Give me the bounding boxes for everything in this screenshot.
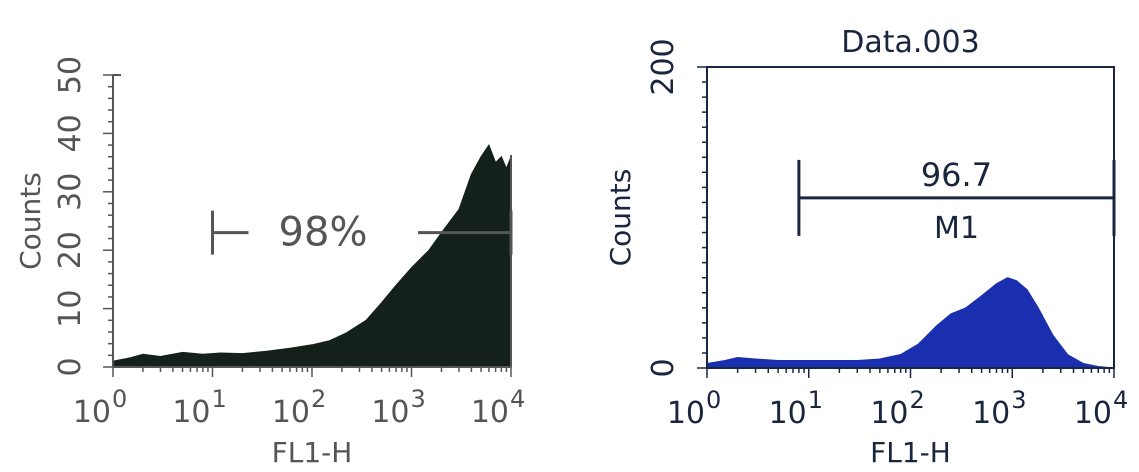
y-tick-label: 200	[646, 38, 681, 95]
x-tick-label-exponent: 3	[411, 385, 426, 413]
x-tick-label-exponent: 2	[311, 385, 326, 413]
x-tick-label-exponent: 0	[112, 385, 127, 413]
x-axis-label: FL1-H	[870, 436, 951, 469]
x-tick-label-exponent: 0	[706, 386, 721, 414]
x-axis-label: FL1-H	[272, 436, 353, 469]
x-tick-label-base: 10	[272, 395, 310, 430]
x-tick-label-base: 10	[371, 395, 409, 430]
y-tick-label: 40	[53, 114, 88, 152]
gate-marker-name: M1	[934, 211, 979, 246]
plot-frame	[706, 66, 1115, 369]
x-tick-label: 10 1	[769, 386, 823, 431]
y-tick-label: 20	[53, 231, 88, 269]
x-tick-label-base: 10	[73, 395, 111, 430]
x-tick-label-base: 10	[870, 396, 908, 431]
y-tick-label: 0	[53, 357, 88, 376]
x-tick-label-exponent: 4	[510, 385, 525, 413]
y-tick-label: 50	[53, 56, 88, 94]
x-tick-label-exponent: 3	[1011, 386, 1026, 414]
histogram-area	[112, 144, 512, 368]
x-tick-label: 10 4	[1074, 386, 1128, 431]
y-axis-label: Counts	[14, 172, 47, 270]
x-tick-label-base: 10	[972, 396, 1010, 431]
gate-percent-label: 98%	[279, 210, 368, 256]
x-tick-label: 10 2	[272, 385, 326, 430]
x-tick-label-exponent: 1	[212, 385, 227, 413]
chart-title: Data.003	[841, 25, 979, 60]
right-histogram-panel: Data.003 10 0 10 1 10 2 10 3 10 4 FL1-H 0 200 Counts 96…	[580, 0, 1139, 472]
x-tick-label: 10 3	[371, 385, 425, 430]
x-tick-label: 10 1	[172, 385, 226, 430]
x-tick-label-base: 10	[172, 395, 210, 430]
y-axis-label: Counts	[604, 169, 637, 267]
x-tick-label: 10 0	[667, 386, 721, 431]
y-tick-label: 10	[53, 290, 88, 328]
left-histogram-panel: 10 0 10 1 10 2 10 3 10 4 FL1-H 0 10 20 30 40 50 Counts 98%	[0, 0, 560, 472]
x-tick-label-exponent: 1	[808, 386, 823, 414]
histogram-area	[706, 277, 1115, 369]
x-tick-label: 10 2	[870, 386, 924, 431]
y-tick-label: 0	[646, 358, 681, 377]
x-tick-label: 10 4	[471, 385, 525, 430]
x-tick-label-base: 10	[1074, 396, 1112, 431]
gate-marker: 96.7 M1	[797, 156, 1116, 246]
x-tick-label-exponent: 4	[1113, 386, 1128, 414]
y-tick-label: 30	[53, 173, 88, 211]
x-tick-label-base: 10	[471, 395, 509, 430]
gate-percent-label: 96.7	[921, 156, 992, 194]
x-tick-label: 10 3	[972, 386, 1026, 431]
gate-marker: 98%	[211, 210, 513, 256]
x-tick-label-exponent: 2	[910, 386, 925, 414]
x-tick-label-base: 10	[667, 396, 705, 431]
x-tick-label-base: 10	[769, 396, 807, 431]
x-tick-label: 10 0	[73, 385, 127, 430]
